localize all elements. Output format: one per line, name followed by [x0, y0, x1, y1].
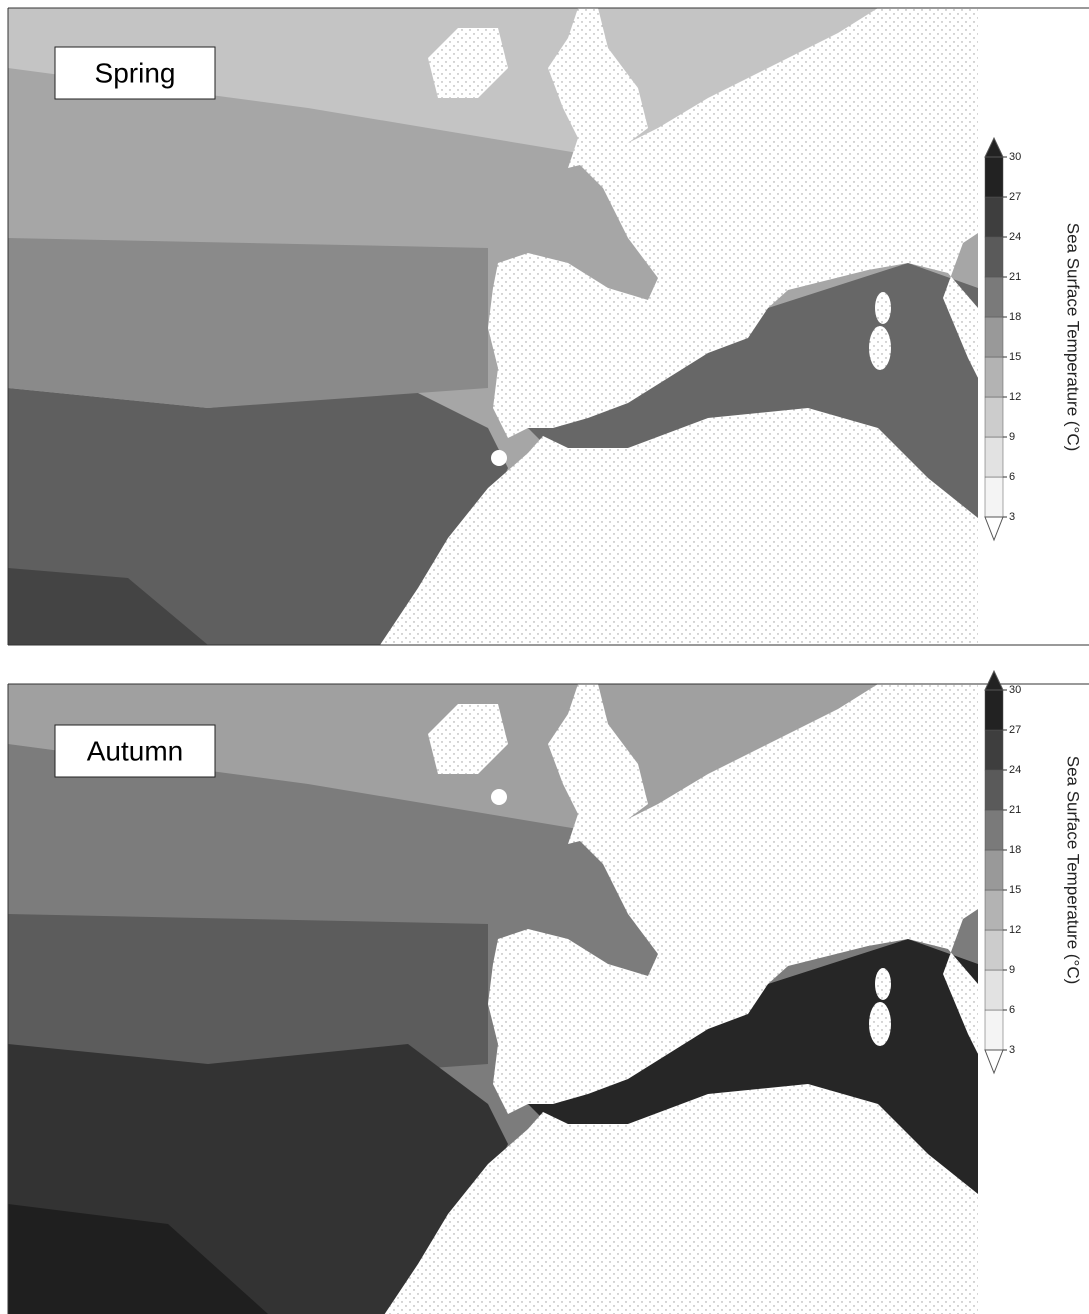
colorbar-band: [985, 970, 1003, 1010]
colorbar-band: [985, 1010, 1003, 1050]
colorbar-tick-label: 12: [1009, 924, 1021, 936]
colorbar-band: [985, 477, 1003, 517]
colorbar-band: [985, 197, 1003, 237]
colorbar-tick-label: 15: [1009, 884, 1021, 896]
colorbar-tick-label: 15: [1009, 351, 1021, 363]
colorbar-tick-label: 3: [1009, 511, 1015, 523]
colorbar-band: [985, 237, 1003, 277]
panel-label: Autumn: [87, 735, 184, 766]
map-spring: [8, 8, 978, 648]
colorbar-band: [985, 357, 1003, 397]
colorbar-tick-label: 18: [1009, 844, 1021, 856]
colorbar-band: [985, 850, 1003, 890]
colorbar-max-arrow: [985, 671, 1003, 690]
colorbar-tick-label: 27: [1009, 191, 1021, 203]
colorbar-tick-label: 6: [1009, 1004, 1015, 1016]
colorbar-tick-label: 3: [1009, 1044, 1015, 1056]
colorbar-band: [985, 397, 1003, 437]
colorbar-min-arrow: [985, 1050, 1003, 1073]
colorbar-min-arrow: [985, 517, 1003, 540]
colorbar-band: [985, 277, 1003, 317]
colorbar-band: [985, 890, 1003, 930]
site-marker: [491, 450, 507, 466]
colorbar-band: [985, 930, 1003, 970]
colorbar-tick-label: 18: [1009, 311, 1021, 323]
colorbar-tick-label: 21: [1009, 804, 1021, 816]
colorbar-tick-label: 24: [1009, 764, 1021, 776]
colorbar-band: [985, 317, 1003, 357]
colorbar-tick-label: 9: [1009, 431, 1015, 443]
colorbar-band: [985, 437, 1003, 477]
colorbar-label: Sea Surface Temperature (°C): [1064, 756, 1083, 985]
site-marker: [491, 789, 507, 805]
colorbar-tick-label: 6: [1009, 471, 1015, 483]
colorbar-tick-label: 21: [1009, 271, 1021, 283]
colorbar-tick-label: 12: [1009, 391, 1021, 403]
map-autumn: [8, 684, 978, 1314]
colorbar-band: [985, 690, 1003, 730]
panel-label: Spring: [95, 57, 176, 88]
colorbar-tick-label: 9: [1009, 964, 1015, 976]
colorbar-label: Sea Surface Temperature (°C): [1064, 223, 1083, 452]
colorbar-tick-label: 24: [1009, 231, 1021, 243]
colorbar-tick-label: 30: [1009, 151, 1021, 163]
colorbar-tick-label: 30: [1009, 684, 1021, 696]
colorbar-band: [985, 770, 1003, 810]
colorbar-band: [985, 810, 1003, 850]
figure: Spring Autumn 3 6 9 12 15 18 21 24 27 30 Sea Surfa…: [0, 0, 1089, 1314]
colorbar-max-arrow: [985, 138, 1003, 157]
colorbar-band: [985, 157, 1003, 197]
colorbar-tick-label: 27: [1009, 724, 1021, 736]
colorbar-band: [985, 730, 1003, 770]
